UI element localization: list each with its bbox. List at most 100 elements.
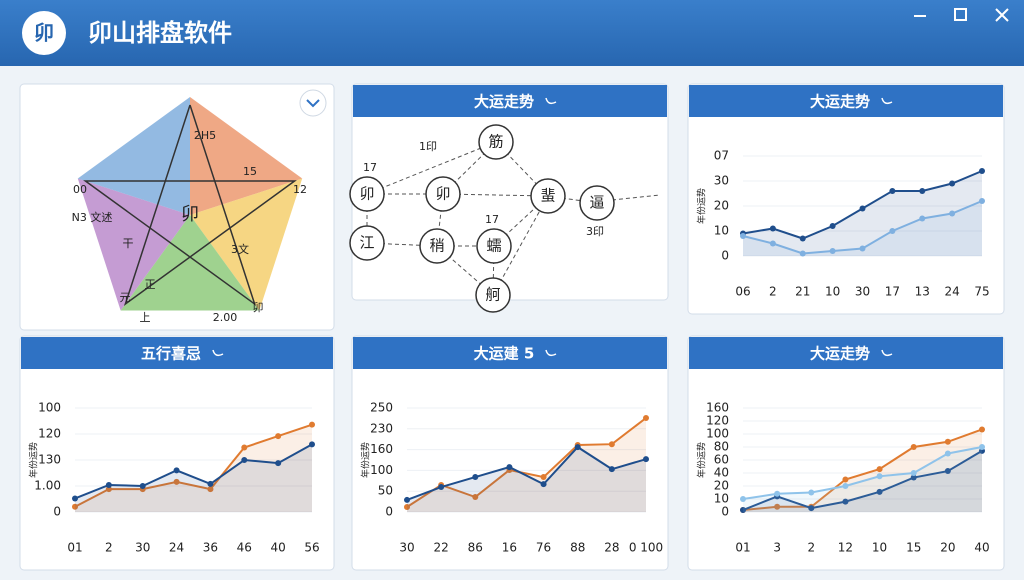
series-area	[743, 447, 982, 512]
y-tick-label: 20	[714, 199, 729, 213]
y-tick-label: 250	[370, 401, 393, 415]
data-point	[919, 188, 926, 194]
expand-icon	[306, 99, 320, 108]
y-tick-label: 20	[714, 479, 729, 493]
data-point	[72, 495, 78, 502]
data-point	[842, 476, 849, 483]
x-tick-label: 30	[855, 285, 870, 299]
data-point	[173, 478, 180, 485]
data-point	[740, 496, 746, 502]
series-line	[406, 417, 647, 508]
x-tick-label: 2	[807, 541, 815, 555]
panel-header	[353, 85, 667, 117]
maximize-button[interactable]	[954, 8, 967, 21]
panel-title: 大运走势	[810, 345, 870, 363]
x-tick-label: 3	[773, 541, 781, 555]
element-sector	[190, 97, 303, 215]
x-tick-label: 01	[67, 541, 82, 555]
data-point	[72, 503, 78, 510]
data-point	[404, 504, 410, 511]
x-tick-label: 46	[237, 541, 252, 555]
x-tick-label: 36	[203, 541, 218, 555]
network-edge	[442, 141, 497, 195]
x-tick-label: 01	[735, 541, 750, 555]
data-point	[910, 474, 917, 481]
panel-header	[689, 85, 1003, 117]
data-point	[769, 225, 776, 232]
data-point	[309, 421, 315, 428]
network-node	[476, 228, 512, 264]
x-tick-label: 22	[434, 541, 449, 555]
series-area	[743, 450, 982, 512]
x-tick-label: 06	[735, 285, 750, 299]
star-label: N3 文述	[72, 210, 113, 224]
y-tick-label: 10	[714, 224, 729, 238]
data-point	[472, 494, 479, 501]
data-point	[944, 450, 951, 457]
y-tick-label: 40	[714, 466, 729, 480]
x-tick-label: 21	[795, 285, 810, 299]
data-point	[979, 198, 985, 204]
star-label: 干	[123, 237, 134, 250]
y-tick-label: 120	[38, 427, 61, 441]
panel-icon	[545, 349, 557, 357]
y-tick-label: 0	[721, 249, 729, 263]
app-icon	[22, 11, 66, 55]
star-label: 2.00	[213, 311, 238, 324]
series-area	[407, 417, 646, 512]
x-tick-label: 40	[271, 541, 286, 555]
data-point	[859, 245, 866, 252]
x-tick-label: 16	[502, 541, 517, 555]
data-point	[808, 489, 815, 496]
data-point	[944, 468, 951, 475]
network-node-label: 卯	[359, 185, 374, 203]
star-label: 3文	[231, 242, 249, 256]
expand-button[interactable]	[299, 89, 327, 117]
data-point	[740, 507, 746, 514]
data-point	[949, 210, 956, 217]
series-area	[743, 201, 982, 256]
data-point	[608, 466, 615, 473]
data-point	[799, 235, 806, 242]
data-point	[799, 250, 806, 257]
network-edge	[366, 141, 497, 195]
x-tick-label: 12	[838, 541, 853, 555]
star-label: 15	[243, 165, 257, 178]
data-point	[774, 503, 781, 510]
app-icon-text: 卯	[34, 21, 54, 45]
data-point	[876, 473, 883, 480]
x-tick-label: 30	[399, 541, 414, 555]
panel-title: 大运建 5	[474, 345, 535, 363]
network-edge	[611, 194, 661, 201]
network-node	[579, 185, 615, 221]
data-point	[859, 205, 866, 212]
element-sector	[190, 178, 303, 311]
x-tick-label: 88	[570, 541, 585, 555]
data-point	[472, 474, 479, 481]
network-node	[419, 228, 455, 264]
panel-icon	[545, 97, 557, 105]
data-point	[105, 486, 112, 493]
element-sector	[77, 97, 190, 215]
data-point	[309, 441, 315, 448]
network-node	[530, 178, 566, 214]
x-tick-label: 15	[906, 541, 921, 555]
data-point	[889, 188, 896, 194]
data-point	[207, 480, 214, 487]
y-tick-label: 160	[706, 401, 729, 415]
y-tick-label: 07	[714, 149, 729, 163]
data-point	[173, 467, 180, 474]
star-label: 元	[120, 291, 131, 304]
panel-title: 大运走势	[474, 93, 534, 111]
close-button[interactable]	[995, 8, 1009, 22]
star-center: 卯	[181, 204, 199, 225]
y-axis-label: 年份运势	[360, 442, 372, 478]
edge-label: 3印	[586, 225, 604, 238]
y-tick-label: 80	[714, 440, 729, 454]
y-tick-label: 120	[706, 414, 729, 428]
y-tick-label: 10	[714, 492, 729, 506]
panel-icon	[212, 349, 224, 357]
data-point	[139, 483, 146, 489]
